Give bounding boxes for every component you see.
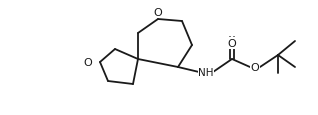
Text: O: O	[228, 39, 236, 49]
Text: O: O	[84, 58, 92, 67]
Text: NH: NH	[198, 67, 214, 77]
Text: O: O	[251, 62, 259, 72]
Text: O: O	[154, 8, 162, 18]
